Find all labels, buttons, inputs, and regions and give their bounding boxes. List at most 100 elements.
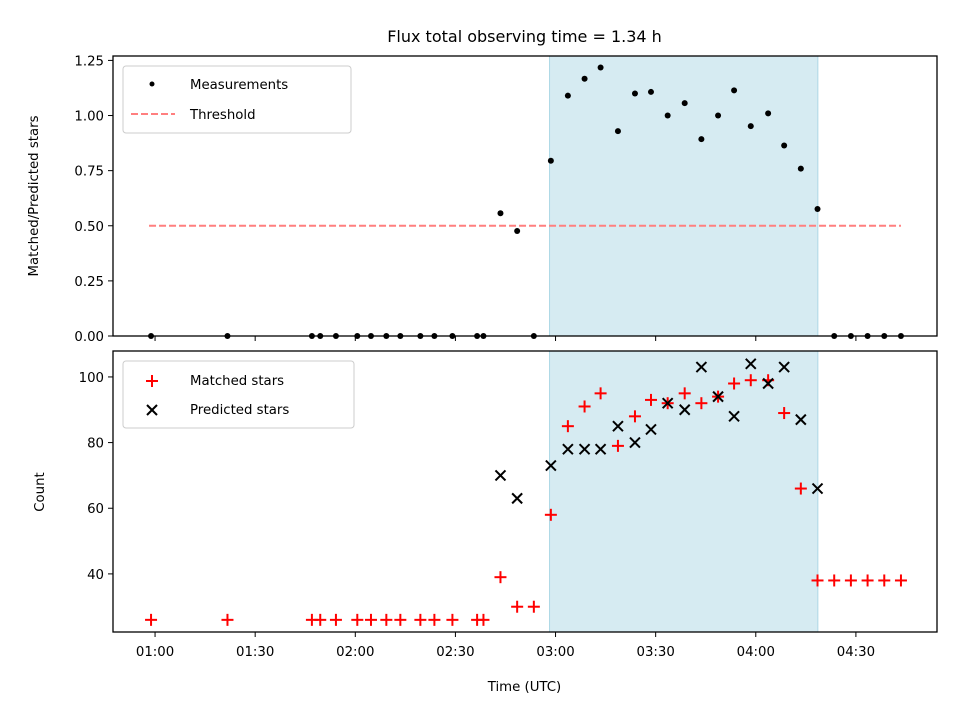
predicted-star-point — [695, 361, 708, 373]
x-tick-label: 02:30 — [436, 645, 474, 660]
predicted-star-point — [678, 404, 691, 416]
predicted-star-point — [712, 390, 724, 403]
matched-star-point — [314, 613, 327, 626]
bottom-y-ticks: 40 60 80 100 — [79, 371, 113, 583]
predicted-star-point — [778, 361, 790, 373]
predicted-star-point — [661, 397, 674, 409]
measurement-points — [148, 64, 904, 339]
x-tick-label: 01:00 — [136, 645, 174, 660]
matched-star-point — [861, 574, 874, 587]
measurement-point — [631, 90, 638, 97]
measurement-point — [747, 123, 754, 130]
count-points — [145, 358, 907, 626]
measurement-point — [581, 75, 588, 82]
x-tick-label: 04:30 — [837, 645, 875, 660]
x-tick-label: 01:30 — [236, 645, 274, 660]
matched-star-point — [527, 600, 540, 613]
matched-star-point — [351, 613, 364, 626]
top-legend-frame — [122, 65, 352, 134]
matched-star-point — [329, 613, 342, 626]
measurement-point — [698, 136, 705, 143]
y-tick-label: 40 — [87, 568, 104, 583]
bottom-legend-frame — [122, 360, 355, 429]
top-y-ticks: 0.00 0.25 0.50 0.75 1.00 1.25 — [74, 54, 113, 345]
y-tick-label: 0.75 — [74, 165, 104, 180]
measurement-point — [731, 87, 738, 94]
x-tick-label: 03:00 — [536, 645, 574, 660]
y-tick-label: 1.25 — [74, 54, 104, 69]
matched-star-point — [628, 410, 641, 423]
predicted-star-point — [612, 420, 624, 432]
measurement-point — [664, 112, 671, 119]
measurement-point — [614, 128, 621, 135]
chart-title: Flux total observing time = 1.34 h — [387, 27, 662, 46]
predicted-star-point — [728, 410, 740, 423]
measurement-point — [765, 110, 772, 117]
matched-star-point — [844, 574, 857, 587]
matched-star-point — [145, 613, 158, 626]
measurement-point — [547, 157, 554, 164]
y-tick-label: 0.25 — [74, 275, 104, 290]
bottom-axes-frame — [112, 350, 938, 633]
predicted-star-point — [578, 443, 591, 455]
matched-star-point — [695, 397, 708, 410]
measurement-point — [497, 210, 504, 217]
matched-star-point — [578, 400, 591, 413]
matched-star-point — [894, 574, 907, 587]
matched-star-point — [446, 613, 459, 626]
top-axes-frame — [112, 55, 938, 337]
x-tick-label: 02:00 — [336, 645, 374, 660]
y-tick-label: 80 — [87, 437, 104, 452]
predicted-star-point — [511, 492, 523, 505]
bottom-y-axis-label: Count — [33, 472, 48, 512]
predicted-star-point — [762, 377, 774, 390]
bottom-panel: 40 60 80 100 01:00 01:30 02:00 02:30 03:00 03:30… — [33, 350, 938, 695]
matched-star-point — [414, 613, 427, 626]
y-tick-label: 1.00 — [74, 110, 104, 125]
matched-star-point — [544, 508, 557, 521]
measurement-point — [564, 92, 571, 99]
matched-star-point — [744, 374, 757, 387]
legend-matched-marker — [146, 375, 158, 387]
matched-star-point — [728, 377, 741, 390]
legend-matched-label: Matched stars — [190, 374, 284, 389]
measurement-point — [597, 64, 604, 71]
measurement-point — [797, 165, 804, 172]
matched-star-point — [380, 613, 393, 626]
matched-star-point — [794, 482, 807, 495]
y-tick-label: 0.50 — [74, 220, 104, 235]
matched-star-point — [811, 574, 824, 587]
measurement-point — [514, 228, 521, 235]
top-panel: 0.00 0.25 0.50 0.75 1.00 1.25 Matched/Predict… — [27, 54, 938, 345]
measurement-point — [715, 112, 722, 119]
top-x-ticks — [154, 336, 857, 341]
bottom-observing-span — [549, 350, 819, 633]
matched-star-point — [594, 387, 607, 400]
legend-measurement-marker — [149, 81, 155, 87]
legend-measurements-label: Measurements — [190, 78, 288, 93]
legend-threshold-label: Threshold — [189, 108, 256, 123]
matched-star-point — [221, 613, 234, 626]
top-legend: Measurements Threshold — [122, 65, 352, 134]
bottom-x-ticks: 01:00 01:30 02:00 02:30 03:00 03:30 04:00 04:30 — [136, 632, 875, 660]
x-axis-label: Time (UTC) — [487, 680, 562, 695]
legend-predicted-label: Predicted stars — [190, 403, 289, 418]
matched-star-point — [678, 387, 691, 400]
matched-star-point — [611, 439, 624, 452]
matched-star-point — [394, 613, 407, 626]
y-tick-label: 60 — [87, 502, 104, 517]
y-tick-label: 0.00 — [74, 330, 104, 345]
predicted-star-point — [645, 423, 657, 436]
measurement-point — [647, 88, 654, 95]
predicted-star-point — [629, 436, 641, 449]
legend-predicted-marker — [146, 404, 158, 416]
matched-star-point — [778, 407, 791, 420]
matched-star-point — [644, 393, 657, 406]
matched-star-point — [828, 574, 841, 587]
matched-star-point — [428, 613, 441, 626]
predicted-star-point — [594, 443, 607, 455]
x-tick-label: 03:30 — [636, 645, 674, 660]
top-observing-span — [549, 55, 819, 337]
matched-star-point — [494, 571, 507, 584]
